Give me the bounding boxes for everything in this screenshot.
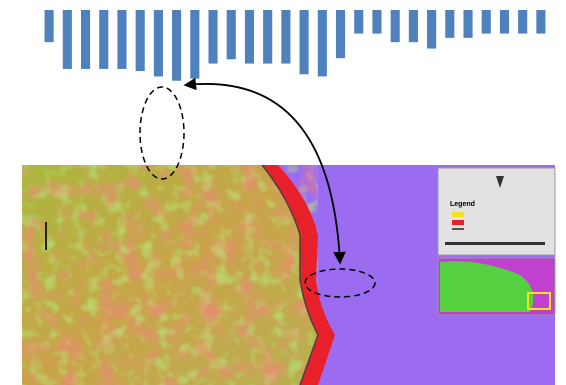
bar [445,10,454,38]
map: Legend [22,84,555,385]
bar [391,10,400,42]
bar [263,10,272,64]
bar [154,10,163,76]
bar [500,10,509,34]
legend-title: Legend [450,201,475,208]
figure: Legend [0,0,566,385]
bar [63,10,72,69]
bar [536,10,545,34]
bar [318,10,327,76]
bar [172,10,181,81]
bar [208,10,217,64]
bar [99,10,108,69]
legend-swatch [452,220,464,225]
bar [117,10,126,69]
legend-box [438,168,555,255]
bar [518,10,527,34]
bar [136,10,145,71]
bar [245,10,254,64]
scale-bar [445,242,545,245]
bar [463,10,472,38]
bar [482,10,491,34]
bar [354,10,363,34]
bar [45,10,54,42]
legend-swatch [452,212,464,217]
bar-chart [45,10,546,81]
bar [190,10,199,79]
bar [81,10,90,69]
bar [336,10,345,58]
bar [227,10,236,59]
bar [409,10,418,42]
bar [281,10,290,64]
land [22,165,318,385]
bar [372,10,381,34]
bar [427,10,436,49]
bar [300,10,309,74]
